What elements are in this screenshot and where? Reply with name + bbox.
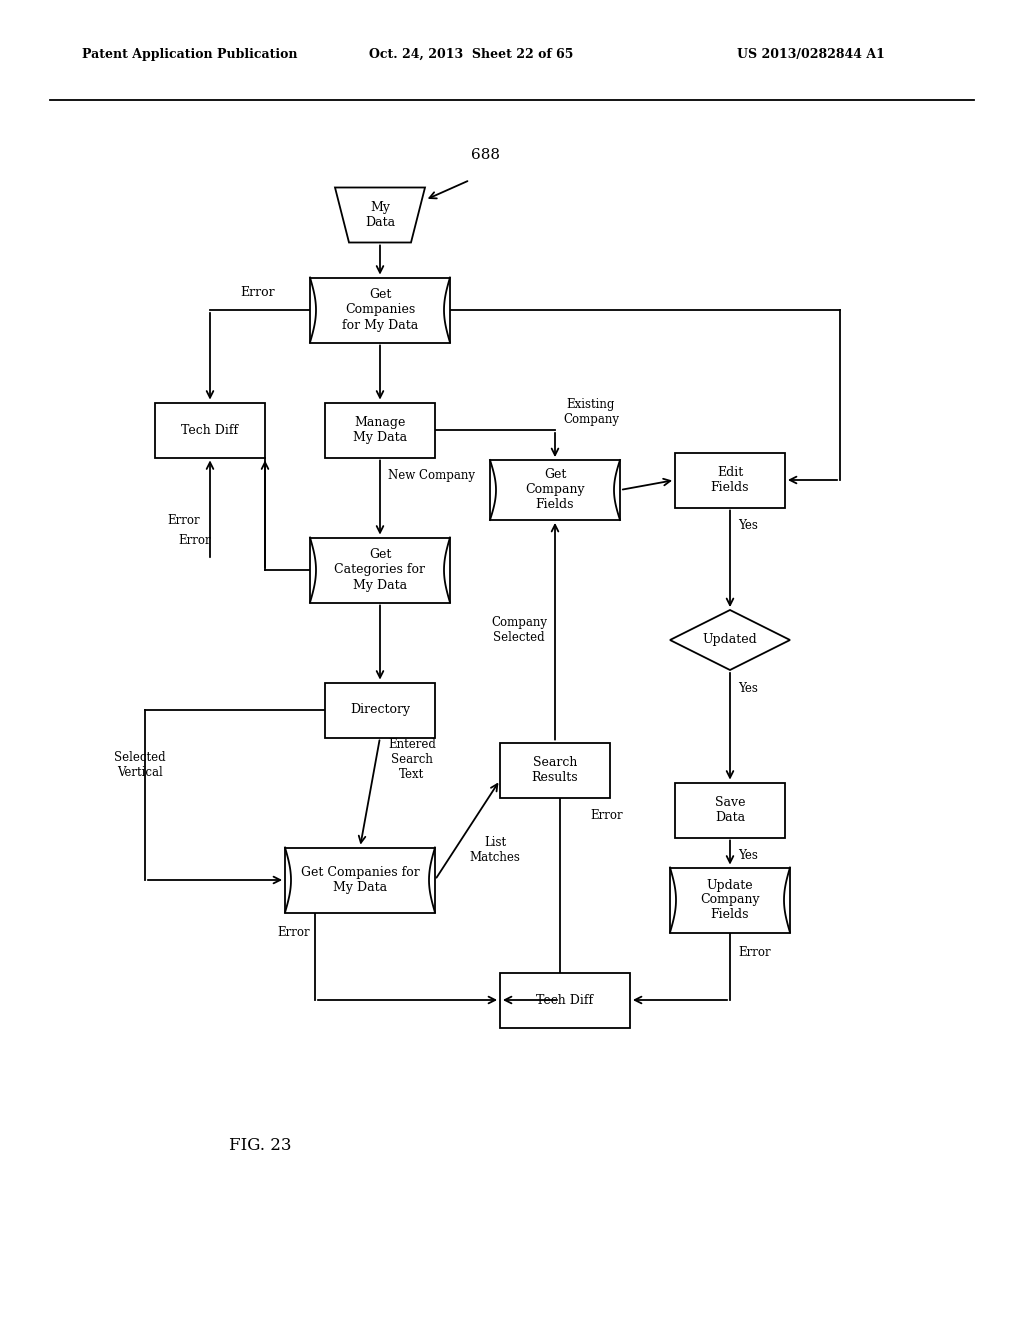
Text: Edit
Fields: Edit Fields — [711, 466, 750, 494]
Text: Existing
Company: Existing Company — [563, 399, 618, 426]
Bar — [500, 973, 630, 1027]
Text: Error: Error — [278, 927, 310, 939]
Text: Patent Application Publication: Patent Application Publication — [82, 48, 297, 61]
Bar — [675, 783, 785, 837]
Text: Selected
Vertical: Selected Vertical — [115, 751, 166, 779]
Text: Error: Error — [240, 285, 274, 298]
Polygon shape — [670, 610, 790, 671]
Text: Tech Diff: Tech Diff — [181, 424, 239, 437]
Bar — [310, 537, 450, 602]
Bar — [675, 453, 785, 507]
Text: Save
Data: Save Data — [715, 796, 745, 824]
Text: Error: Error — [178, 533, 211, 546]
Text: FIG. 23: FIG. 23 — [228, 1137, 291, 1154]
Text: Update
Company
Fields: Update Company Fields — [700, 879, 760, 921]
Bar — [325, 403, 435, 458]
Text: Manage
My Data: Manage My Data — [353, 416, 408, 444]
Text: US 2013/0282844 A1: US 2013/0282844 A1 — [737, 48, 885, 61]
Text: Entered
Search
Text: Entered Search Text — [388, 738, 436, 781]
Bar — [155, 403, 265, 458]
Text: Yes: Yes — [738, 681, 758, 694]
Text: Yes: Yes — [738, 849, 758, 862]
Text: New Company: New Company — [388, 469, 475, 482]
Text: Error: Error — [590, 809, 623, 822]
Text: Error: Error — [167, 513, 200, 527]
Text: Get
Company
Fields: Get Company Fields — [525, 469, 585, 511]
Bar — [670, 867, 790, 932]
Bar — [310, 277, 450, 342]
Text: Directory: Directory — [350, 704, 410, 717]
Polygon shape — [335, 187, 425, 243]
Text: List
Matches: List Matches — [470, 836, 520, 865]
Text: Get Companies for
My Data: Get Companies for My Data — [301, 866, 420, 894]
Bar — [285, 847, 435, 912]
Text: My
Data: My Data — [365, 201, 395, 228]
Text: 688: 688 — [470, 148, 500, 162]
Text: Tech Diff: Tech Diff — [537, 994, 594, 1006]
Text: Updated: Updated — [702, 634, 758, 647]
Text: Yes: Yes — [738, 519, 758, 532]
Text: Get
Companies
for My Data: Get Companies for My Data — [342, 289, 418, 331]
Text: Error: Error — [738, 946, 771, 960]
Text: Company
Selected: Company Selected — [490, 616, 547, 644]
Bar — [490, 459, 620, 520]
Bar — [325, 682, 435, 738]
Text: Search
Results: Search Results — [531, 756, 579, 784]
Text: Oct. 24, 2013  Sheet 22 of 65: Oct. 24, 2013 Sheet 22 of 65 — [369, 48, 573, 61]
Text: Get
Categories for
My Data: Get Categories for My Data — [335, 549, 426, 591]
Bar — [500, 742, 610, 797]
